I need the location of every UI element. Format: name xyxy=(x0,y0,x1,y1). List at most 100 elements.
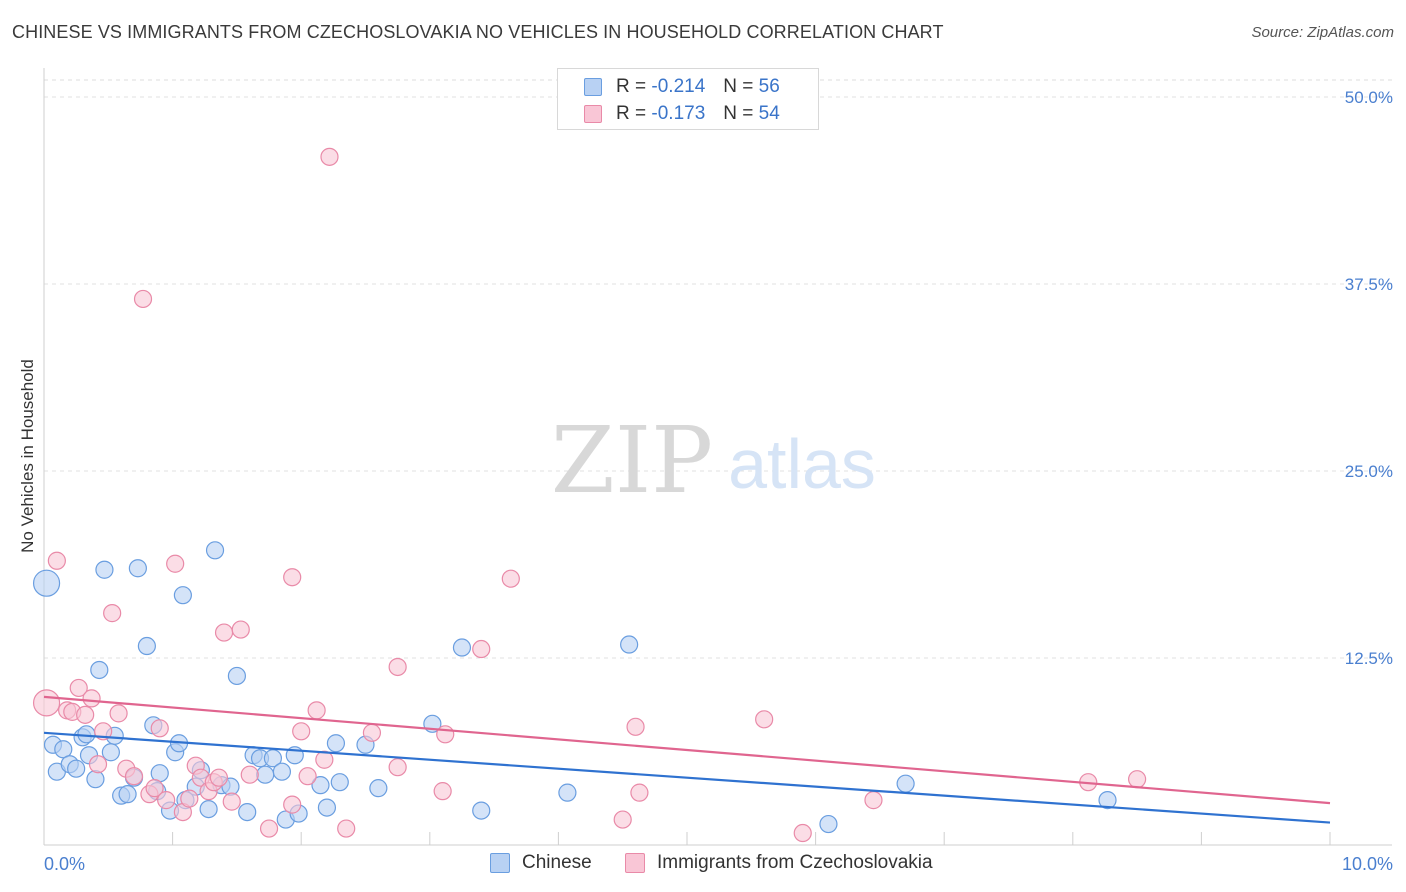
x-tick-label: 0.0% xyxy=(44,854,85,874)
point-chinese xyxy=(317,798,337,817)
point-chinese xyxy=(54,740,73,759)
legend-swatch-czechoslovakia xyxy=(584,105,602,123)
point-chinese xyxy=(452,638,472,657)
point-czechoslovakia xyxy=(793,823,812,843)
point-czechoslovakia xyxy=(283,568,302,587)
point-czechoslovakia xyxy=(755,710,774,729)
point-czechoslovakia xyxy=(433,782,452,801)
watermark-zip: ZIP xyxy=(551,407,713,514)
point-czechoslovakia xyxy=(222,792,241,811)
point-czechoslovakia xyxy=(76,705,95,724)
y-tick-label: 50.0% xyxy=(1345,88,1393,107)
point-chinese xyxy=(101,743,120,762)
legend-r-label: R = xyxy=(616,103,647,124)
legend-r-label: R = xyxy=(616,76,647,97)
point-czechoslovakia xyxy=(231,620,250,639)
point-chinese xyxy=(95,560,114,579)
point-czechoslovakia xyxy=(47,551,66,570)
axes xyxy=(43,68,1392,846)
point-czechoslovakia xyxy=(307,701,326,720)
point-czechoslovakia xyxy=(240,765,259,784)
x-tick-label: 10.0% xyxy=(1342,854,1393,874)
gridlines xyxy=(44,79,1392,659)
legend-item-czechoslovakia[interactable]: Immigrants from Czechoslovakia xyxy=(625,852,933,874)
point-czechoslovakia xyxy=(337,819,356,838)
point-czechoslovakia xyxy=(150,719,169,738)
point-chinese xyxy=(86,770,105,789)
point-chinese xyxy=(256,765,275,784)
point-czechoslovakia xyxy=(157,791,176,810)
y-axis-label: No Vehicles in Household xyxy=(18,359,37,553)
point-czechoslovakia xyxy=(103,604,122,623)
legend-n-label: N = xyxy=(723,103,754,124)
point-chinese xyxy=(118,785,137,804)
point-czechoslovakia xyxy=(209,768,228,787)
trend-line-czechoslovakia xyxy=(43,695,1331,805)
series-legend: Chinese Immigrants from Czechoslovakia xyxy=(0,852,1406,878)
point-chinese xyxy=(819,814,838,834)
legend-r-value: -0.173 xyxy=(651,103,706,124)
point-czechoslovakia xyxy=(630,783,649,802)
point-chinese xyxy=(369,779,388,798)
point-chinese xyxy=(32,569,61,597)
legend-row-chinese: R = -0.214 N = 56 xyxy=(584,75,780,99)
point-czechoslovakia xyxy=(388,657,407,677)
point-czechoslovakia xyxy=(69,678,88,698)
watermark-atlas: atlas xyxy=(728,425,876,503)
stats-legend: R = -0.214 N = 56 R = -0.173 N = 54 xyxy=(557,68,819,130)
point-chinese xyxy=(90,660,109,680)
point-czechoslovakia xyxy=(388,758,407,777)
point-chinese xyxy=(472,801,491,820)
legend-row-czechoslovakia: R = -0.173 N = 54 xyxy=(584,102,780,126)
point-czechoslovakia xyxy=(88,755,108,774)
point-czechoslovakia xyxy=(283,795,302,814)
point-czechoslovakia xyxy=(124,767,144,786)
legend-n-value: 56 xyxy=(758,76,780,97)
point-czechoslovakia xyxy=(613,810,632,829)
point-chinese xyxy=(311,776,330,795)
point-chinese xyxy=(330,773,349,792)
point-czechoslovakia xyxy=(1127,770,1147,789)
legend-n-value: 54 xyxy=(758,103,780,124)
point-chinese xyxy=(238,802,257,822)
point-chinese xyxy=(205,541,225,560)
point-chinese xyxy=(173,586,192,605)
legend-swatch-czechoslovakia xyxy=(625,853,645,873)
point-chinese xyxy=(620,635,639,654)
point-czechoslovakia xyxy=(109,704,128,723)
y-tick-label: 12.5% xyxy=(1345,649,1393,668)
point-czechoslovakia xyxy=(180,789,199,808)
point-czechoslovakia xyxy=(214,623,234,642)
point-chinese xyxy=(558,783,577,802)
tick-labels: 12.5% 25.0% 37.5% 50.0% 0.0% 10.0% xyxy=(44,88,1393,874)
point-czechoslovakia xyxy=(298,767,317,786)
point-chinese xyxy=(137,636,156,656)
point-chinese xyxy=(326,734,346,753)
point-czechoslovakia xyxy=(626,717,645,736)
point-czechoslovakia xyxy=(436,725,455,744)
point-czechoslovakia xyxy=(82,689,101,708)
legend-swatch-chinese xyxy=(490,853,510,873)
trend-line-chinese xyxy=(43,731,1331,824)
point-chinese xyxy=(1098,791,1117,810)
legend-item-chinese[interactable]: Chinese xyxy=(490,852,592,874)
point-czechoslovakia xyxy=(292,722,311,741)
source-label: Source: ZipAtlas.com xyxy=(1251,24,1394,41)
legend-r-value: -0.214 xyxy=(651,76,706,97)
point-czechoslovakia xyxy=(32,689,61,717)
point-chinese xyxy=(272,762,292,781)
legend-swatch-chinese xyxy=(584,78,602,96)
point-czechoslovakia xyxy=(166,554,185,573)
chart-title: CHINESE VS IMMIGRANTS FROM CZECHOSLOVAKI… xyxy=(12,22,944,42)
point-czechoslovakia xyxy=(472,639,491,659)
trend-lines xyxy=(43,695,1331,824)
point-chinese xyxy=(896,774,915,793)
y-tick-label: 37.5% xyxy=(1345,275,1393,294)
legend-label-czechoslovakia: Immigrants from Czechoslovakia xyxy=(657,852,933,873)
y-tick-label: 25.0% xyxy=(1345,462,1393,481)
point-czechoslovakia xyxy=(320,147,339,166)
point-czechoslovakia xyxy=(259,819,279,838)
point-czechoslovakia xyxy=(864,791,883,810)
point-czechoslovakia xyxy=(315,750,334,769)
